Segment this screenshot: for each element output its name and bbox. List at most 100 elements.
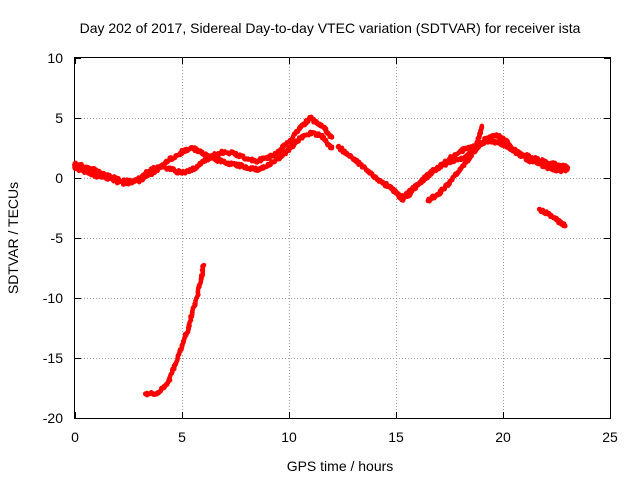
data-series-path: [537, 206, 567, 229]
data-point: [265, 155, 271, 161]
x-axis-label: GPS time / hours: [287, 458, 394, 474]
data-series-path: [142, 262, 207, 398]
data-point: [536, 206, 542, 212]
data-point: [462, 155, 467, 161]
data-point: [564, 167, 570, 173]
data-point: [457, 149, 463, 155]
data-point: [115, 179, 121, 185]
data-point: [200, 158, 206, 164]
data-point: [200, 263, 206, 269]
data-point: [179, 343, 185, 349]
data-point: [147, 168, 153, 174]
data-point: [329, 145, 335, 151]
data-point: [233, 151, 238, 157]
data-point: [500, 141, 506, 147]
plot-area-frame: [74, 57, 611, 419]
x-tick-label: 15: [388, 429, 404, 445]
data-point: [378, 179, 384, 185]
data-point: [179, 170, 185, 176]
data-point: [190, 167, 196, 173]
y-tick-label: -20: [43, 410, 63, 426]
data-layer: [72, 114, 571, 398]
data-point: [494, 132, 500, 138]
data-point: [168, 156, 174, 162]
data-point: [457, 167, 463, 173]
data-point: [211, 152, 217, 158]
data-point: [173, 361, 179, 367]
y-tick-label: -10: [43, 290, 63, 306]
chart-title: Day 202 of 2017, Sidereal Day-to-day VTE…: [80, 20, 581, 36]
data-point: [126, 181, 131, 187]
data-point: [286, 146, 292, 152]
y-axis-label: SDTVAR / TECUs: [5, 182, 21, 294]
data-point: [558, 168, 564, 174]
data-point: [185, 325, 191, 331]
data-point: [198, 276, 204, 282]
y-tick-label: -15: [43, 350, 63, 366]
data-point: [547, 165, 553, 171]
data-point: [297, 125, 303, 131]
data-point: [436, 191, 442, 197]
data-point: [83, 169, 89, 175]
data-point: [104, 175, 110, 181]
data-point: [419, 177, 425, 183]
data-point: [408, 187, 414, 193]
data-point: [164, 381, 170, 387]
data-point: [297, 135, 303, 141]
data-point: [93, 173, 99, 179]
x-tick-label: 10: [281, 429, 297, 445]
data-point: [329, 134, 335, 140]
data-point: [275, 149, 281, 155]
data-point: [72, 161, 78, 167]
data-point: [479, 125, 485, 131]
data-point: [357, 161, 363, 167]
data-point: [233, 162, 238, 168]
data-point: [222, 149, 228, 155]
data-point: [192, 301, 198, 307]
data-point: [190, 145, 196, 151]
data-point: [307, 129, 313, 135]
data-point: [382, 181, 388, 187]
data-point: [307, 115, 313, 121]
data-series-path: [336, 137, 571, 200]
data-point: [536, 161, 542, 167]
data-point: [275, 156, 281, 162]
data-point: [483, 135, 489, 141]
data-point: [265, 163, 271, 169]
data-point: [504, 139, 510, 145]
data-point: [136, 175, 142, 181]
data-point: [429, 168, 435, 174]
data-point: [318, 122, 324, 128]
data-point: [543, 159, 549, 165]
data-point: [243, 156, 249, 162]
data-point: [158, 163, 164, 169]
data-point: [447, 180, 452, 186]
ticks: 0 5 10 15 20 25 -20 -15 -10 -5 0 5 10: [43, 50, 618, 445]
data-point: [335, 144, 341, 150]
data-point: [425, 198, 431, 204]
data-point: [72, 165, 78, 171]
data-point: [346, 152, 352, 158]
data-point: [545, 211, 551, 217]
data-point: [526, 157, 532, 163]
y-tick-label: 0: [55, 170, 63, 186]
data-point: [179, 149, 185, 155]
data-point: [367, 170, 373, 176]
data-point: [254, 158, 260, 164]
data-point: [440, 162, 446, 168]
data-point: [254, 167, 260, 173]
data-point: [474, 139, 480, 145]
grid: [75, 58, 610, 418]
data-point: [243, 164, 249, 170]
x-tick-label: 0: [71, 429, 79, 445]
data-point: [143, 391, 149, 397]
data-point: [318, 133, 324, 139]
data-point: [153, 391, 159, 397]
data-point: [399, 197, 405, 203]
x-tick-label: 20: [495, 429, 511, 445]
data-point: [562, 223, 568, 229]
data-point: [286, 139, 292, 145]
data-point: [168, 167, 174, 173]
data-point: [451, 158, 457, 164]
